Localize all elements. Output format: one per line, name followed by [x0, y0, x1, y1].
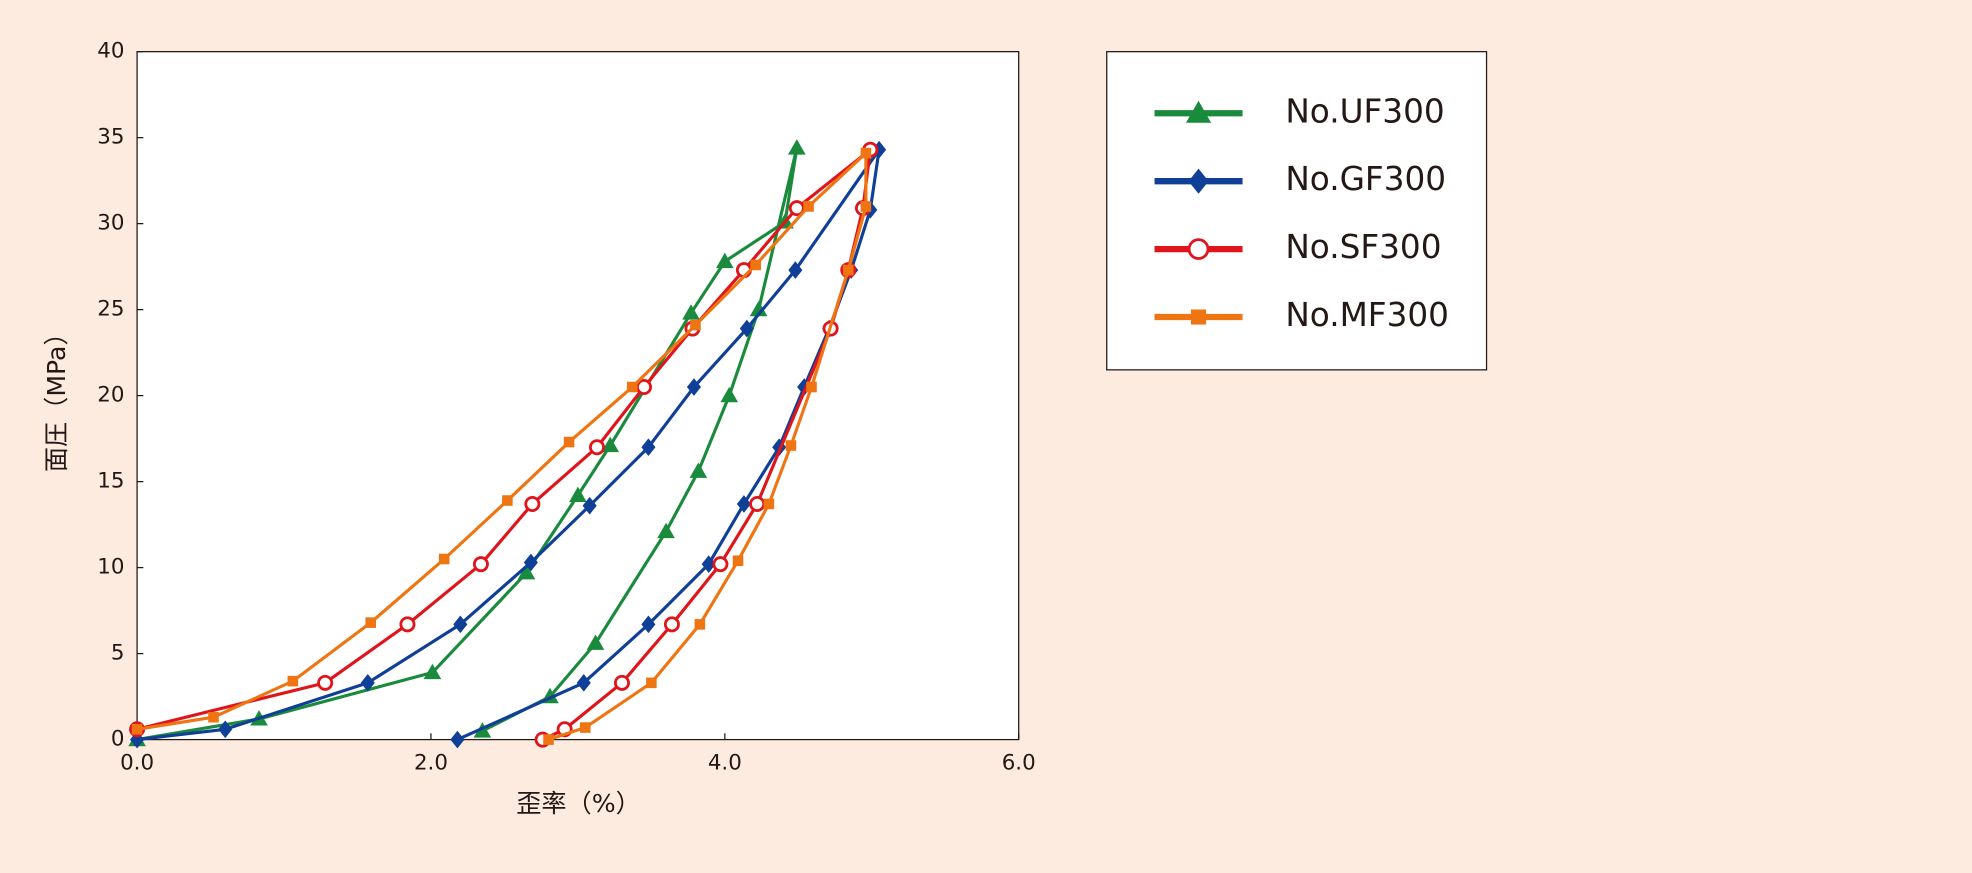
- legend-label: No.UF300: [1285, 92, 1444, 130]
- data-point: [365, 617, 376, 628]
- data-point: [579, 722, 591, 733]
- data-point: [785, 440, 797, 451]
- series-line: [136, 148, 872, 742]
- data-point: [682, 304, 700, 320]
- data-point: [569, 486, 587, 502]
- data-point: [450, 730, 465, 749]
- data-point: [208, 711, 219, 723]
- x-tick-label: 0.0: [120, 750, 154, 775]
- legend-marker: [1185, 100, 1212, 123]
- data-point: [716, 252, 734, 269]
- y-axis-label: 面圧（MPa）: [42, 320, 71, 472]
- legend-label: No.SF300: [1285, 228, 1441, 266]
- legend-label: No.MF300: [1285, 296, 1449, 334]
- data-point: [317, 674, 334, 691]
- data-point: [749, 300, 768, 317]
- x-tick-label: 6.0: [1002, 750, 1036, 775]
- data-point: [601, 436, 620, 453]
- y-tick-label: 0: [111, 727, 125, 752]
- data-point: [860, 201, 872, 212]
- data-point: [423, 663, 442, 680]
- y-tick-label: 35: [97, 125, 124, 150]
- data-point: [763, 498, 775, 510]
- data-point: [788, 261, 803, 279]
- data-point: [131, 723, 143, 735]
- data-point: [517, 563, 536, 580]
- y-tick-label: 5: [111, 641, 125, 666]
- data-point: [563, 436, 575, 448]
- data-point: [502, 495, 513, 506]
- y-tick-label: 20: [97, 383, 124, 408]
- data-point: [360, 674, 375, 692]
- data-point: [736, 495, 751, 513]
- data-point: [641, 615, 656, 634]
- data-point: [694, 619, 706, 630]
- data-point: [626, 381, 638, 393]
- data-point: [806, 381, 817, 393]
- data-point: [453, 615, 468, 634]
- data-point: [686, 378, 702, 396]
- legend-marker: [1187, 238, 1210, 260]
- y-tick-label: 15: [97, 469, 124, 494]
- data-point: [860, 147, 872, 159]
- data-point: [657, 522, 675, 539]
- data-point: [523, 553, 538, 572]
- data-point: [524, 495, 541, 512]
- data-point: [712, 556, 729, 573]
- data-point: [842, 264, 854, 276]
- data-point: [399, 616, 416, 633]
- legend-label: No.GF300: [1285, 160, 1446, 198]
- data-point: [641, 438, 656, 457]
- data-point: [287, 675, 299, 687]
- data-point: [589, 439, 605, 456]
- series-line: [136, 151, 868, 742]
- data-point: [772, 438, 787, 457]
- data-point: [803, 201, 814, 212]
- data-point: [646, 677, 657, 689]
- data-point: [438, 553, 450, 565]
- data-point: [749, 495, 766, 512]
- data-point: [690, 319, 701, 331]
- data-point: [788, 139, 806, 155]
- y-tick-label: 40: [97, 39, 124, 64]
- data-point: [586, 634, 605, 650]
- data-point: [872, 140, 887, 159]
- y-tick-label: 25: [97, 297, 124, 322]
- y-tick-label: 30: [97, 211, 124, 236]
- legend-marker: [1190, 309, 1207, 325]
- x-tick-label: 2.0: [414, 750, 448, 775]
- data-point: [689, 462, 708, 478]
- data-point: [732, 555, 744, 567]
- data-point: [472, 556, 489, 573]
- data-point: [582, 496, 597, 515]
- legend-marker: [1188, 168, 1209, 194]
- data-point: [543, 734, 554, 745]
- data-point: [720, 386, 739, 403]
- data-point: [750, 259, 761, 271]
- data-point: [636, 379, 652, 396]
- y-tick-label: 10: [97, 555, 124, 580]
- x-axis-label: 歪率（%）: [516, 789, 640, 818]
- plot-area: [136, 51, 1020, 741]
- x-tick-label: 4.0: [708, 750, 742, 775]
- data-point: [663, 616, 680, 633]
- data-point: [701, 555, 716, 573]
- data-point: [739, 319, 754, 338]
- data-point: [613, 674, 630, 691]
